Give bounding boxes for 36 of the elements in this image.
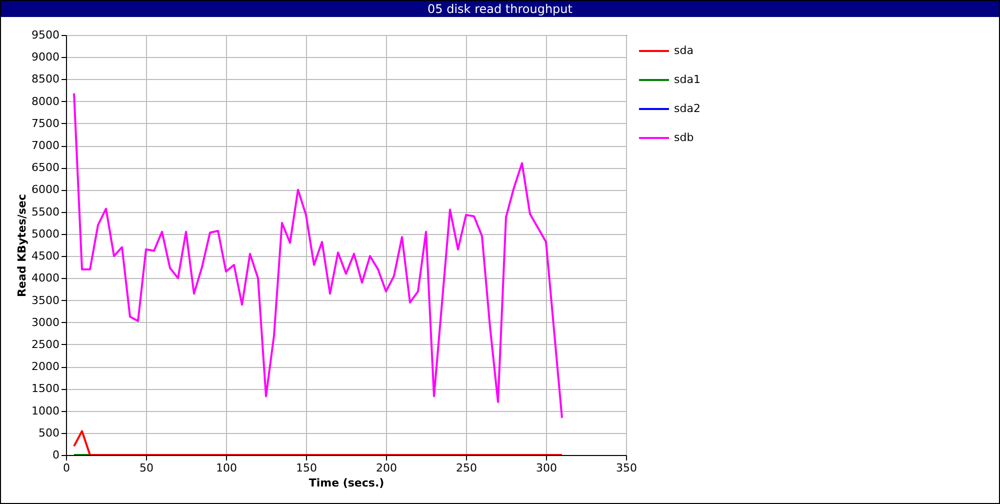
x-tick-label: 100 [216,462,237,474]
x-tick-label: 200 [376,462,397,474]
y-tick-label: 8500 [32,72,60,86]
legend-label: sdb [674,131,694,144]
y-tick-label: 4000 [32,272,60,285]
y-tick-label: 8000 [32,94,60,108]
x-axis-title: Time (secs.) [308,476,384,490]
y-tick-label: 7000 [32,139,60,152]
y-tick-label: 5500 [32,205,60,218]
y-tick-label: 1500 [32,382,60,396]
x-tick-label: 50 [140,462,154,474]
legend-label: sda1 [674,73,700,86]
x-tick-label: 150 [296,462,317,474]
y-tick-label: 5000 [32,227,60,240]
y-tick-label: 500 [38,426,60,440]
legend-label: sda [674,44,694,57]
x-tick-label: 350 [616,462,637,474]
y-axis-title: Read KBytes/sec [16,194,29,297]
x-tick-label: 0 [63,462,70,474]
x-tick-label: 250 [456,462,477,474]
x-tick-label: 300 [536,462,557,474]
y-tick-label: 1000 [32,404,60,418]
y-tick-label: 6000 [32,183,60,196]
y-tick-label: 0 [52,448,60,462]
y-tick-label: 3500 [32,294,60,307]
y-tick-label: 2500 [32,338,60,351]
y-tick-label: 9500 [32,28,60,42]
y-tick-label: 3000 [32,316,60,329]
y-tick-label: 9000 [32,50,60,64]
y-tick-label: 2000 [32,360,60,374]
legend-label: sda2 [674,102,700,115]
y-tick-label: 7500 [32,116,60,130]
line-series [73,92,563,419]
y-tick-label: 6500 [32,161,60,174]
y-tick-label: 4500 [32,250,60,263]
chart-title: 05 disk read throughput [1,1,999,17]
